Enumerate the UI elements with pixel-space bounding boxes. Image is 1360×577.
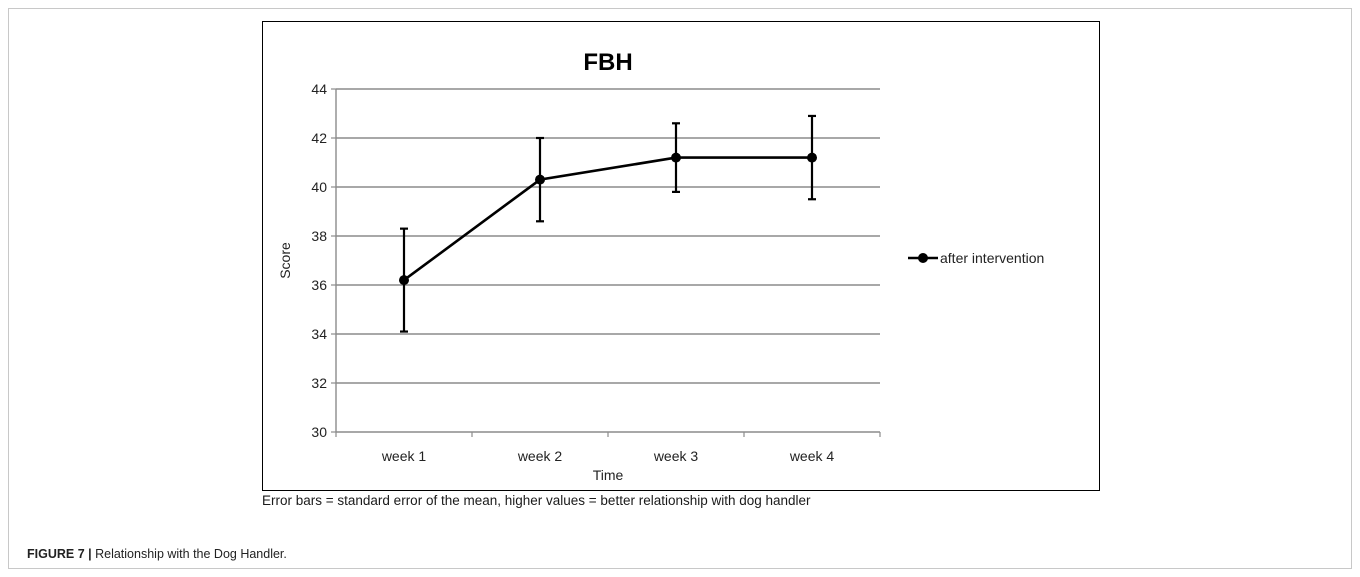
series-line [403, 156, 812, 282]
chart-title: FBH [583, 49, 632, 76]
figure-frame [8, 8, 1352, 569]
x-tick-label: week 4 [789, 448, 835, 464]
data-point [671, 152, 681, 163]
y-tick-label: 30 [311, 424, 327, 440]
y-tick-label: 38 [311, 228, 327, 244]
figure-caption: FIGURE 7 | Relationship with the Dog Han… [27, 547, 287, 561]
x-axis-label: Time [593, 467, 624, 483]
y-tick-label: 36 [311, 277, 327, 293]
y-axis-label: Score [277, 242, 293, 279]
chart-plot: FBH 30 32 34 36 38 40 42 44 week 1 week 2 week 3 wee… [277, 49, 1044, 483]
figure-label: FIGURE 7 | [27, 547, 92, 561]
data-point [535, 174, 545, 185]
chart-container: FBH 30 32 34 36 38 40 42 44 week 1 week 2 week 3 wee… [262, 21, 1100, 491]
chart-note: Error bars = standard error of the mean,… [262, 493, 811, 508]
y-tick-label: 32 [311, 375, 327, 391]
y-tick-label: 40 [311, 179, 327, 195]
data-point [399, 275, 409, 286]
x-tick-label: week 2 [517, 448, 563, 464]
data-point [807, 152, 817, 163]
legend-label: after intervention [940, 250, 1044, 266]
y-tick-label: 42 [311, 130, 327, 146]
legend-marker [918, 253, 928, 263]
x-tick-label: week 3 [653, 448, 699, 464]
figure-caption-text: Relationship with the Dog Handler. [91, 547, 287, 561]
x-tick-label: week 1 [381, 448, 427, 464]
y-tick-label: 34 [311, 326, 327, 342]
y-tick-label: 44 [311, 81, 327, 97]
